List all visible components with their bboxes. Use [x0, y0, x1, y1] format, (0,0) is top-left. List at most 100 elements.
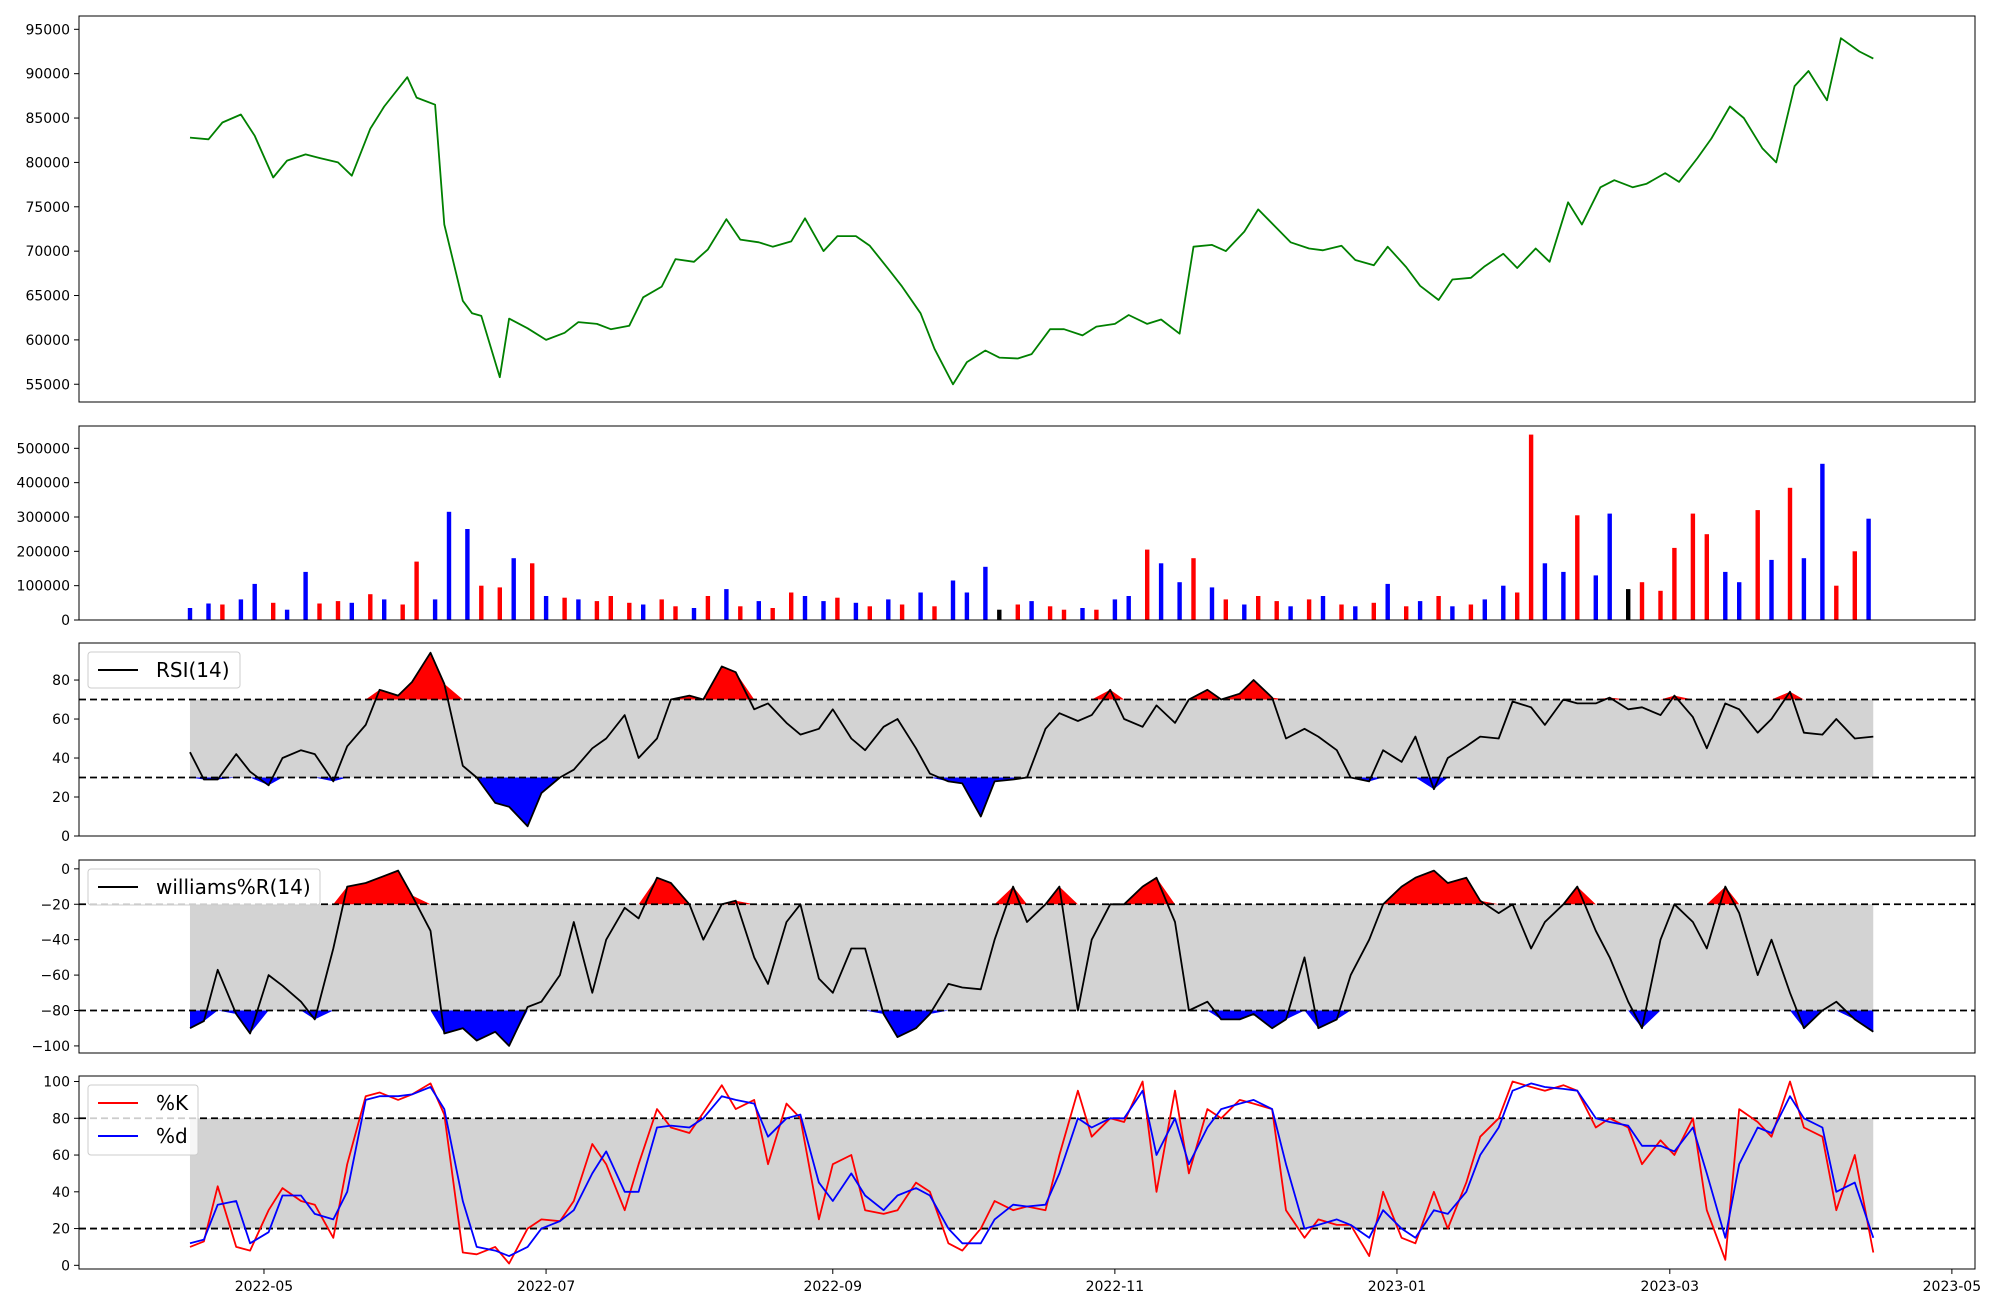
- volume-bar: [414, 561, 419, 620]
- volume-bar: [284, 609, 290, 620]
- volume-y-tick-label: 200000: [17, 544, 70, 560]
- volume-y-tick-label: 500000: [17, 441, 70, 457]
- stochastic-legend: %K %d: [87, 1084, 199, 1156]
- williams-y-tick-label: −20: [40, 897, 70, 913]
- volume-bar: [1288, 606, 1293, 620]
- volume-bar: [1209, 587, 1215, 620]
- volume-bar: [1542, 563, 1548, 620]
- williams-plot: [79, 869, 1975, 1047]
- price-plot: [189, 37, 1874, 386]
- x-tick-label: 2022-07: [517, 1279, 576, 1295]
- price-y-tick-label: 75000: [25, 200, 70, 216]
- volume-bar: [349, 602, 354, 620]
- volume-bar: [1626, 589, 1631, 620]
- volume-bar: [220, 604, 225, 620]
- volume-bar: [1191, 558, 1196, 620]
- volume-bar: [1658, 590, 1663, 620]
- volume-bar: [821, 601, 826, 620]
- volume-bar: [1468, 604, 1474, 620]
- volume-bar: [950, 580, 956, 620]
- volume-bar: [479, 585, 484, 620]
- volume-bar: [530, 563, 535, 620]
- price-y-ticks: 55000 60000 65000 70000 75000 80000 85000 90000…: [25, 22, 79, 393]
- rsi-legend-label: RSI(14): [156, 658, 230, 682]
- volume-bar: [1256, 596, 1261, 620]
- price-line: [189, 37, 1874, 386]
- volume-y-tick-label: 400000: [17, 476, 70, 492]
- price-panel: 55000 60000 65000 70000 75000 80000 85000 90000…: [25, 15, 1976, 403]
- rsi-legend: RSI(14): [87, 651, 241, 689]
- volume-bar: [1801, 558, 1807, 620]
- volume-bar: [1482, 599, 1487, 620]
- price-y-tick-label: 65000: [25, 289, 70, 305]
- volume-bar: [1515, 592, 1520, 620]
- volume-bar: [691, 608, 697, 620]
- volume-bar: [1755, 510, 1760, 620]
- volume-bar: [1852, 551, 1857, 620]
- rsi-y-tick-label: 0: [61, 829, 70, 845]
- x-tick-label: 2022-05: [235, 1279, 294, 1295]
- volume-bar: [271, 602, 276, 620]
- rsi-plot: [79, 651, 1975, 828]
- volume-bar: [1047, 606, 1053, 620]
- price-y-tick-label: 55000: [25, 377, 70, 393]
- rsi-y-tick-label: 60: [52, 712, 70, 728]
- price-y-tick-label: 95000: [25, 22, 70, 38]
- volume-bar: [1385, 583, 1390, 620]
- volume-bar: [1094, 609, 1099, 620]
- volume-bar: [1787, 487, 1793, 620]
- rsi-line: [189, 651, 1874, 828]
- price-y-tick-label: 70000: [25, 244, 70, 260]
- volume-bar: [886, 599, 891, 620]
- volume-bar: [1723, 571, 1728, 620]
- volume-bar: [1639, 582, 1645, 620]
- williams-y-tick-label: −60: [40, 968, 70, 984]
- volume-bar: [867, 606, 872, 620]
- volume-bar: [1769, 559, 1774, 620]
- volume-bar: [1834, 585, 1839, 620]
- volume-y-tick-label: 0: [61, 613, 70, 629]
- x-axis-ticks: 2022-05 2022-07 2022-09 2022-11 2023-01 2023-…: [235, 1269, 1981, 1295]
- x-tick-label: 2022-09: [804, 1279, 863, 1295]
- williams-y-tick-label: −100: [32, 1039, 70, 1055]
- volume-bar: [627, 602, 632, 620]
- d-line: [189, 1082, 1875, 1257]
- volume-bar: [368, 594, 373, 620]
- stochastic-y-ticks: 0 20 40 60 80 100: [43, 1075, 79, 1274]
- volume-bar: [1404, 606, 1409, 620]
- volume-y-tick-label: 300000: [17, 510, 70, 526]
- volume-bar: [1274, 601, 1279, 620]
- volume-bar: [997, 609, 1002, 620]
- volume-bar: [1306, 599, 1312, 620]
- volume-bar: [1158, 563, 1164, 620]
- volume-bar: [206, 603, 211, 620]
- volume-bar: [964, 592, 970, 620]
- stochastic-panel: 0 20 40 60 80 100 %K %d: [43, 1075, 1976, 1274]
- rsi-y-tick-label: 80: [52, 673, 70, 689]
- volume-bar: [673, 606, 678, 620]
- volume-bar: [1112, 599, 1118, 620]
- rsi-y-ticks: 0 20 40 60 80: [52, 673, 79, 845]
- williams-legend: williams%R(14): [87, 868, 321, 906]
- volume-bar: [1029, 601, 1034, 620]
- volume-bar: [303, 571, 308, 620]
- williams-line: [189, 869, 1874, 1047]
- volume-panel: 0 100000 200000 300000 400000 500000: [17, 425, 1976, 629]
- williams-y-tick-label: −80: [40, 1004, 70, 1020]
- volume-bars: [187, 434, 1871, 620]
- volume-bar: [1339, 604, 1344, 620]
- williams-band-fill: [189, 904, 1874, 1011]
- volume-bar: [1177, 582, 1182, 620]
- x-tick-label: 2023-01: [1368, 1279, 1427, 1295]
- volume-bar: [770, 608, 775, 620]
- volume-bar: [543, 596, 549, 620]
- volume-bar: [1501, 585, 1506, 620]
- stochastic-y-tick-label: 80: [52, 1111, 70, 1127]
- volume-bar: [432, 599, 438, 620]
- volume-bar: [400, 604, 405, 620]
- volume-bar: [252, 583, 257, 620]
- volume-bar: [187, 608, 193, 620]
- volume-bar: [446, 511, 452, 620]
- x-tick-label: 2023-03: [1641, 1279, 1700, 1295]
- volume-bar: [789, 592, 794, 620]
